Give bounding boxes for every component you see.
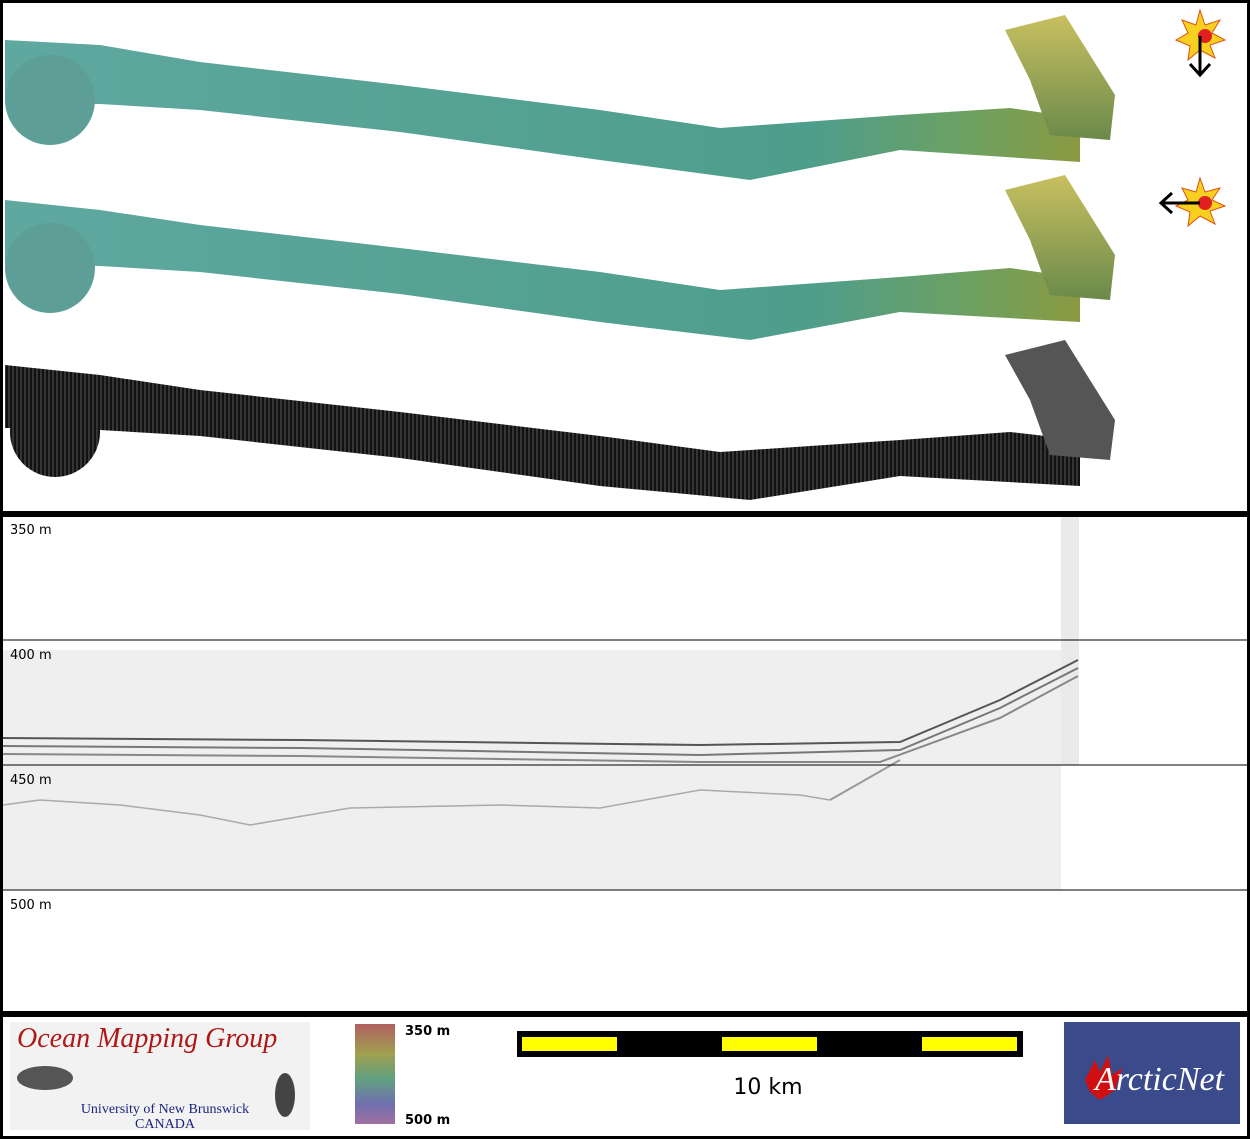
logo-country: CANADA [135,1117,196,1132]
sonar-section [3,650,1061,890]
seabed-echo [2,659,1079,826]
depth-label: 450 m [10,773,52,788]
logo-title: Ocean Mapping Group [17,1023,277,1054]
partner-name: ArcticNet [1093,1061,1226,1098]
scale-label: 10 km [733,1075,802,1100]
depth-label: 400 m [10,648,52,663]
logo-subtitle: University of New Brunswick [81,1102,249,1117]
logo-art [17,1066,73,1090]
depth-label: 500 m [10,898,52,913]
sonar-strip [1061,517,1079,765]
maple-leaf [1085,1055,1122,1100]
swath-3 [5,340,1115,500]
swath-1 [5,15,1115,180]
depth-label: 350 m [10,523,52,538]
swath-2 [5,175,1115,340]
depth-grid [3,639,1247,891]
logo-art [275,1073,295,1117]
sun-icon [1158,176,1227,228]
sun-icon [1174,8,1227,78]
colorbar [355,1024,395,1124]
scale-bar [517,1031,1023,1057]
colorbar-top: 350 m [405,1024,450,1039]
colorbar-bottom: 500 m [405,1113,450,1128]
